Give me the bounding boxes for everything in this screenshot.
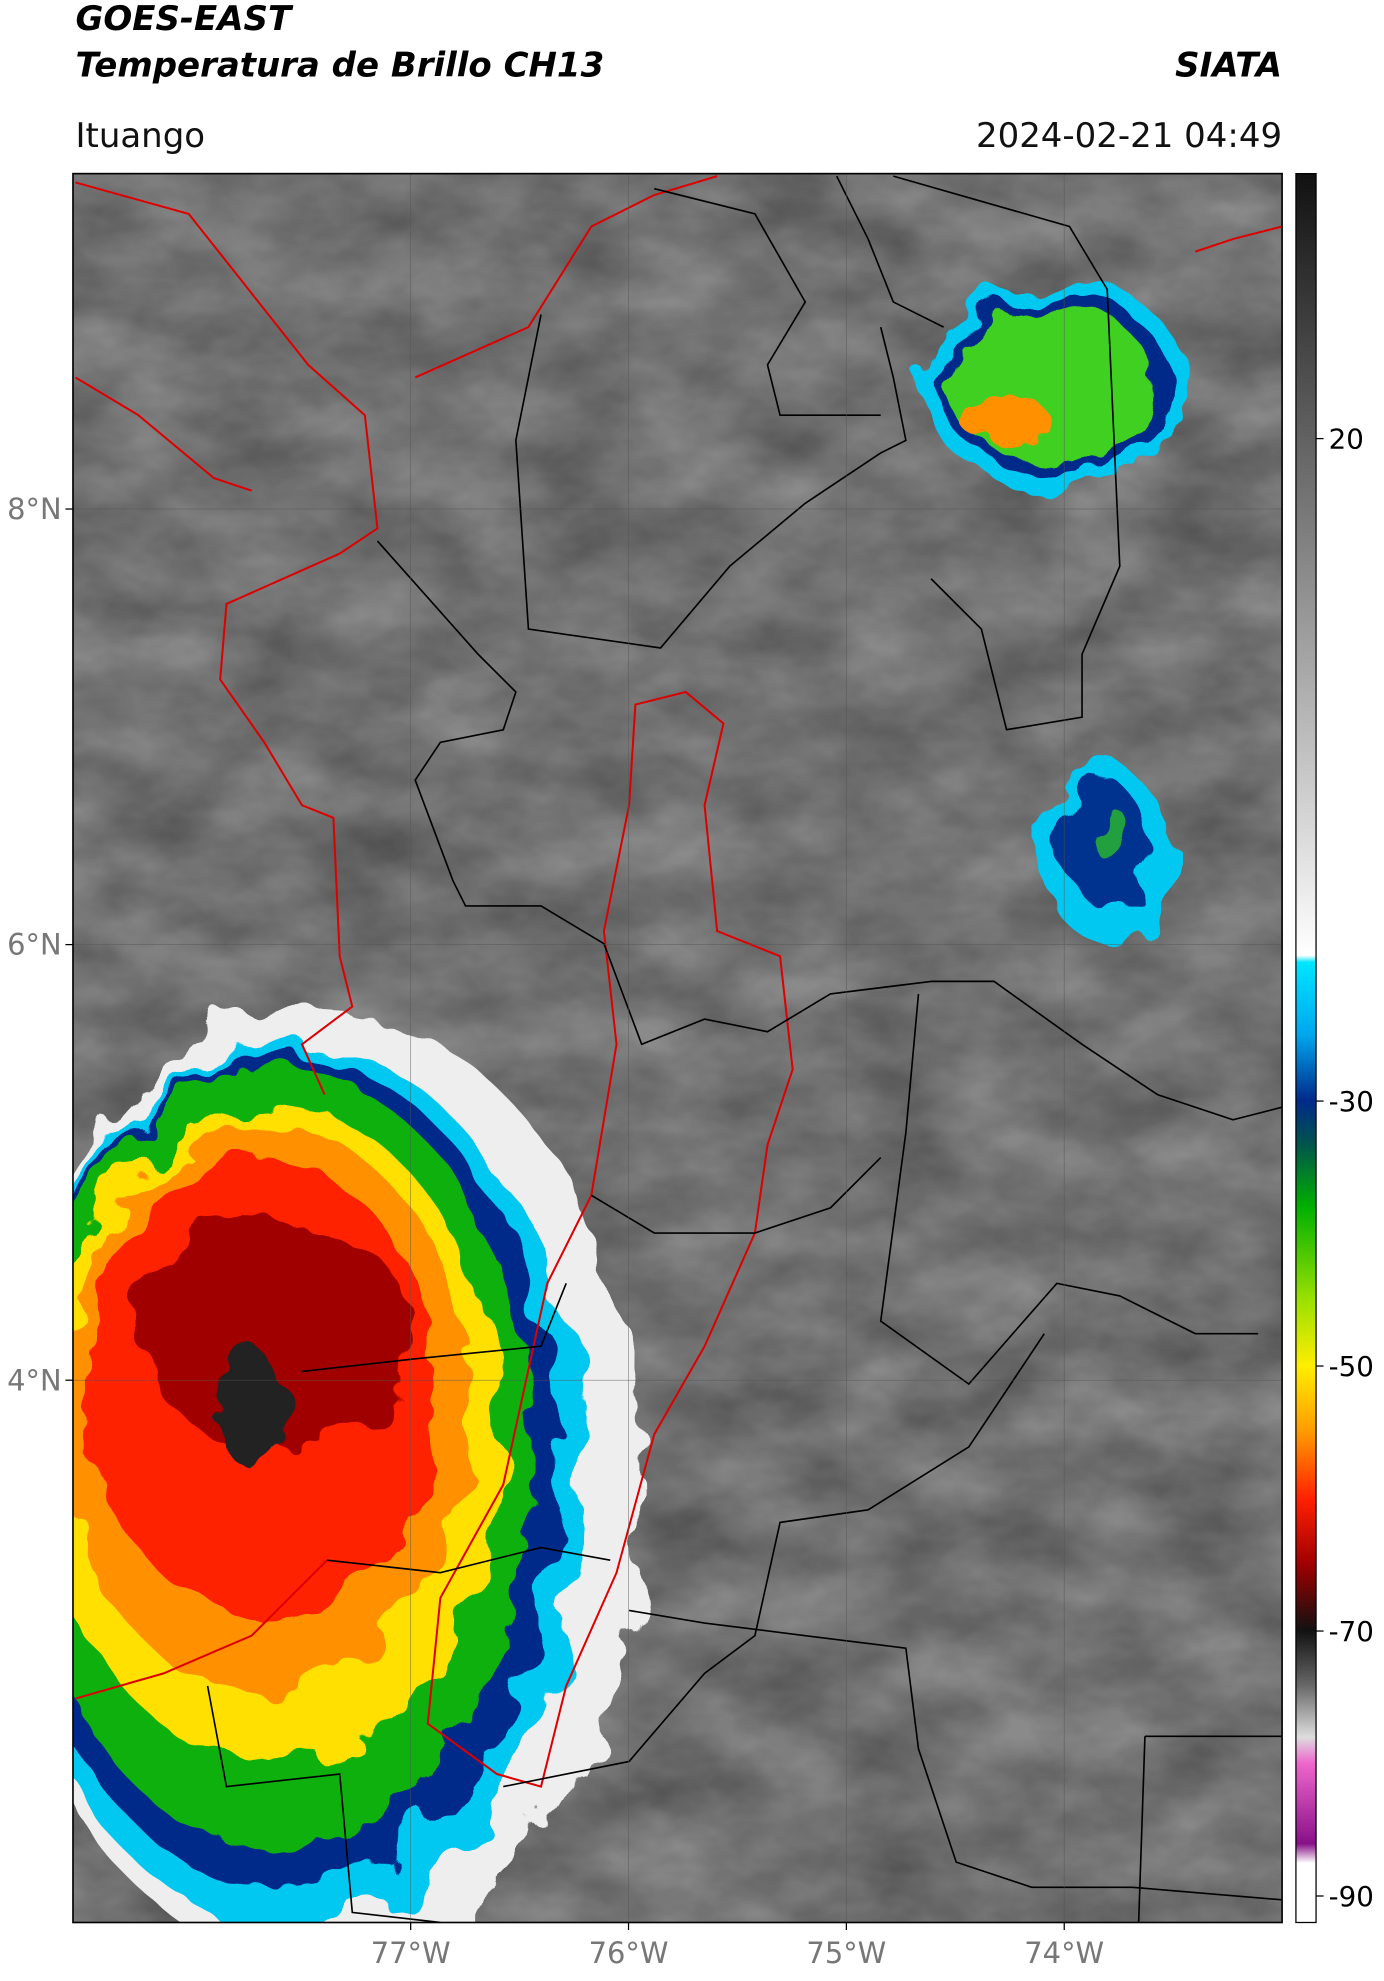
map-frame <box>72 172 1283 1924</box>
storm-northeast <box>922 276 1187 491</box>
colorbar-tick-label: -90 <box>1329 1880 1374 1913</box>
x-tick-label: 74°W <box>1024 1936 1104 1970</box>
y-tick-label: 4°N <box>7 1363 62 1397</box>
subtitle: Temperatura de Brillo CH13 <box>75 46 604 86</box>
storm-east <box>1044 767 1171 944</box>
timestamp: 2024-02-21 04:49 <box>976 116 1282 156</box>
colorbar-tick-label: -30 <box>1329 1085 1374 1118</box>
map-area <box>72 173 1283 1923</box>
colorbar <box>1295 172 1317 1924</box>
coast-border <box>74 175 1283 1700</box>
colorbar-tick-label: -50 <box>1329 1350 1374 1383</box>
colorbar-tick-label: -70 <box>1329 1615 1374 1648</box>
x-tick-label: 77°W <box>371 1936 451 1970</box>
location: Ituango <box>75 116 205 156</box>
x-tick-label: 76°W <box>589 1936 669 1970</box>
source: SIATA <box>1175 46 1282 86</box>
admin-borders <box>206 175 1283 1923</box>
region-outline <box>426 690 794 1788</box>
grid <box>72 173 1283 1923</box>
y-tick-label: 6°N <box>7 928 62 962</box>
storm-southwest <box>72 1006 642 1923</box>
colorbar-tick-label: 20 <box>1329 423 1364 456</box>
x-tick-label: 75°W <box>806 1936 886 1970</box>
title: GOES-EAST <box>75 0 293 39</box>
y-tick-label: 8°N <box>7 492 62 526</box>
